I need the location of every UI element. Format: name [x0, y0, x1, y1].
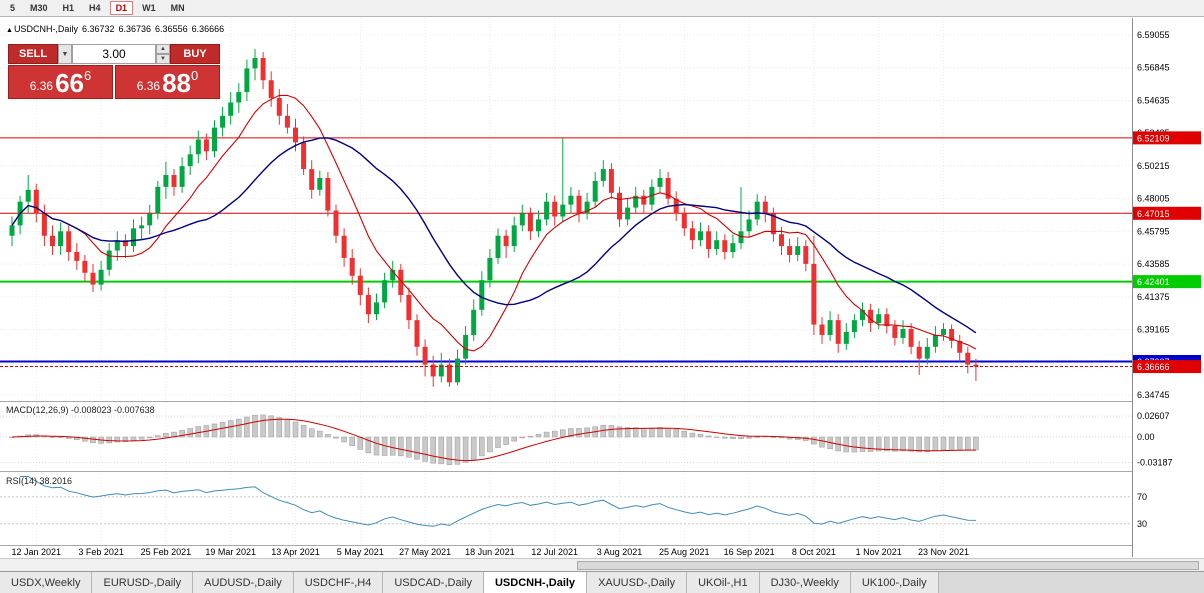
ohlc-open: 6.36732	[81, 24, 115, 34]
chart-tab-dj30-weekly[interactable]: DJ30-,Weekly	[759, 572, 851, 593]
chart-tab-ukoil-h1[interactable]: UKOil-,H1	[687, 572, 760, 593]
svg-text:6.52109: 6.52109	[1137, 133, 1170, 143]
svg-text:6.36666: 6.36666	[1137, 362, 1170, 372]
chart-title: USDCNH-,Daily	[13, 24, 78, 34]
svg-text:12 Jul 2021: 12 Jul 2021	[531, 547, 578, 557]
timeframe-button-h4[interactable]: H4	[89, 3, 101, 13]
svg-text:6.39165: 6.39165	[1137, 325, 1170, 335]
date-axis: 12 Jan 2021 3 Feb 2021 25 Feb 2021 19 Mar 2…	[12, 547, 969, 557]
chart-tab-uk100-daily[interactable]: UK100-,Daily	[850, 572, 939, 593]
timeframe-button-m30[interactable]: M30	[30, 3, 48, 13]
sell-button[interactable]: SELL	[8, 44, 58, 64]
chart-tab-usdcad-daily[interactable]: USDCAD-,Daily	[383, 572, 484, 593]
svg-text:6.42401: 6.42401	[1137, 277, 1170, 287]
svg-text:30: 30	[1137, 519, 1147, 529]
svg-text:0.02607: 0.02607	[1137, 411, 1170, 421]
svg-text:6.50215: 6.50215	[1137, 161, 1170, 171]
timeframe-button-h1[interactable]: H1	[62, 3, 75, 13]
lot-dropdown-button[interactable]: ▼	[58, 44, 72, 64]
svg-text:6.54635: 6.54635	[1137, 95, 1170, 105]
sell-price-big: 66	[55, 68, 85, 98]
support-resistance-lines	[0, 137, 1132, 363]
one-click-trading-panel: SELL ▼ ▲ ▼ BUY 6.36 66 6 6.36 88 0	[8, 44, 220, 99]
ma-slow-line	[11, 137, 977, 334]
svg-text:1 Nov 2021: 1 Nov 2021	[856, 547, 902, 557]
buy-price-sup: 0	[191, 68, 199, 83]
chart-tab-xauusd-daily[interactable]: XAUUSD-,Daily	[587, 572, 688, 593]
lot-stepper: ▲ ▼	[156, 44, 170, 64]
svg-text:3 Aug 2021: 3 Aug 2021	[597, 547, 643, 557]
svg-text:25 Feb 2021: 25 Feb 2021	[141, 547, 192, 557]
chart-tab-usdcnh-daily[interactable]: USDCNH-,Daily	[483, 572, 588, 593]
timeframe-button-mn[interactable]: MN	[170, 3, 185, 13]
svg-text:6.41375: 6.41375	[1137, 292, 1170, 302]
rsi-pane	[20, 476, 976, 527]
svg-text:27 May 2021: 27 May 2021	[399, 547, 451, 557]
svg-text:18 Jun 2021: 18 Jun 2021	[465, 547, 515, 557]
sell-price-prefix: 6.36	[29, 79, 54, 93]
candlesticks	[9, 49, 979, 387]
buy-price-prefix: 6.36	[136, 79, 161, 93]
ohlc-high: 6.36736	[118, 24, 152, 34]
svg-text:19 Mar 2021: 19 Mar 2021	[205, 547, 256, 557]
buy-price-big: 88	[162, 68, 192, 98]
svg-text:6.48005: 6.48005	[1137, 194, 1170, 204]
macd-pane	[9, 414, 979, 466]
lot-decrease-button[interactable]: ▼	[156, 54, 170, 64]
timeframe-button-5[interactable]: 5	[10, 3, 16, 13]
svg-text:5 May 2021: 5 May 2021	[337, 547, 384, 557]
svg-text:-0.03187: -0.03187	[1137, 457, 1173, 467]
scrollbar-thumb[interactable]	[577, 561, 1199, 570]
buy-button[interactable]: BUY	[170, 44, 220, 64]
svg-text:12 Jan 2021: 12 Jan 2021	[12, 547, 62, 557]
svg-text:13 Apr 2021: 13 Apr 2021	[271, 547, 320, 557]
pane-separators	[0, 401, 1204, 546]
rsi-indicator-label: RSI(14) 38.2016	[6, 476, 73, 486]
svg-text:6.59055: 6.59055	[1137, 30, 1170, 40]
chevron-down-icon: ▼	[61, 50, 69, 58]
svg-text:3 Feb 2021: 3 Feb 2021	[78, 547, 124, 557]
macd-indicator-label: MACD(12,26,9) -0.008023 -0.007638	[6, 405, 155, 415]
svg-text:0.00: 0.00	[1137, 432, 1155, 442]
svg-text:23 Nov 2021: 23 Nov 2021	[918, 547, 969, 557]
ohlc-close: 6.36666	[191, 24, 225, 34]
timeframe-button-w1[interactable]: W1	[142, 3, 156, 13]
chart-tab-usdchf-h4[interactable]: USDCHF-,H4	[293, 572, 384, 593]
svg-text:6.43585: 6.43585	[1137, 259, 1170, 269]
lot-increase-button[interactable]: ▲	[156, 44, 170, 54]
sell-price-panel[interactable]: 6.36 66 6	[8, 65, 113, 99]
svg-text:6.56845: 6.56845	[1137, 63, 1170, 73]
svg-text:6.34745: 6.34745	[1137, 390, 1170, 400]
svg-text:16 Sep 2021: 16 Sep 2021	[724, 547, 775, 557]
chart-tab-usdx-weekly[interactable]: USDX,Weekly	[0, 572, 93, 593]
chart-tab-eurusd-daily[interactable]: EURUSD-,Daily	[92, 572, 194, 593]
timeframe-toolbar: 5 M30 H1 H4 D1 W1 MN	[0, 0, 1204, 17]
chart-ohlc-header: ▲USDCNH-,Daily 6.36732 6.36736 6.36556 6.366…	[6, 24, 228, 34]
chart-tab-audusd-daily[interactable]: AUDUSD-,Daily	[193, 572, 294, 593]
timeframe-button-d1[interactable]: D1	[109, 1, 134, 15]
svg-text:25 Aug 2021: 25 Aug 2021	[659, 547, 710, 557]
ohlc-low: 6.36556	[155, 24, 188, 34]
svg-text:8 Oct 2021: 8 Oct 2021	[792, 547, 836, 557]
symbol-marker-icon: ▲	[6, 27, 13, 34]
svg-text:6.47015: 6.47015	[1137, 209, 1170, 219]
horizontal-scrollbar[interactable]	[0, 558, 1204, 571]
chart-tabs-bar: USDX,Weekly EURUSD-,Daily AUDUSD-,Daily USD…	[0, 571, 1204, 593]
chart-canvas[interactable]: 6.590556.568456.546356.524256.502156.480…	[0, 0, 1204, 558]
buy-price-panel[interactable]: 6.36 88 0	[115, 65, 220, 99]
ma-fast-line	[11, 94, 977, 352]
svg-text:70: 70	[1137, 492, 1147, 502]
svg-text:6.45795: 6.45795	[1137, 226, 1170, 236]
sell-price-sup: 6	[84, 68, 92, 83]
lot-size-input[interactable]	[72, 44, 156, 64]
